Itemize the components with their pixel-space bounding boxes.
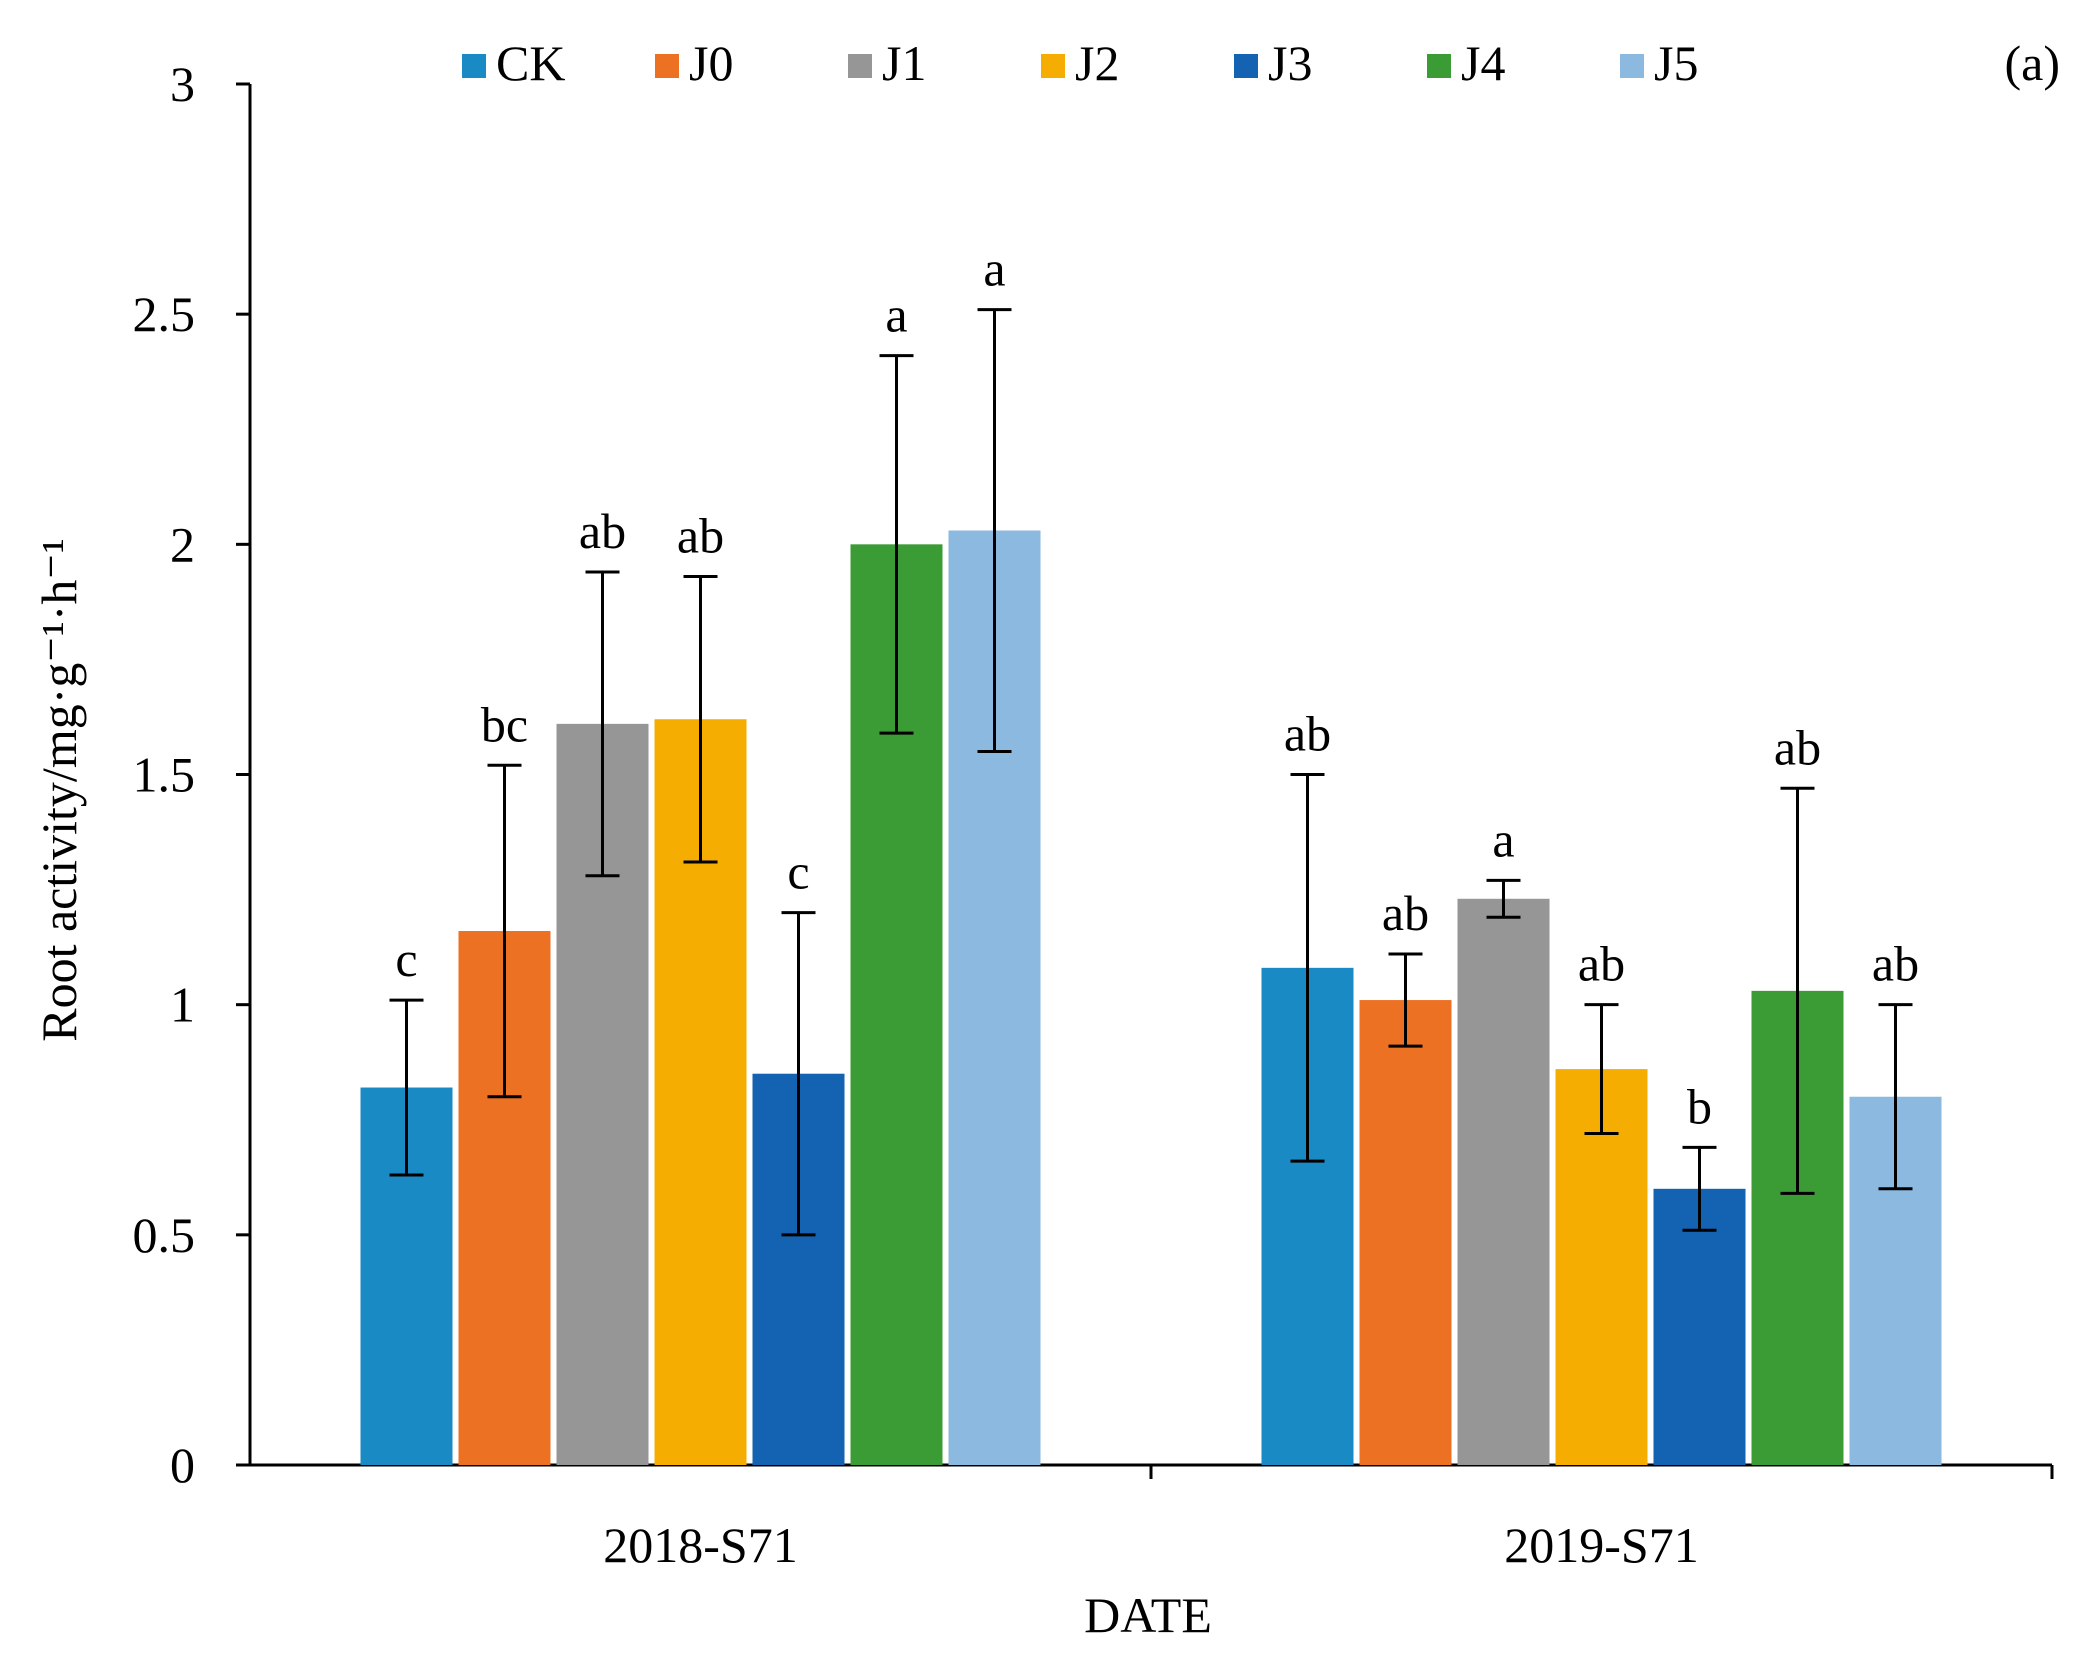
significance-letter: ab — [1872, 936, 1919, 992]
legend-swatch — [655, 54, 679, 78]
legend: CK J0 J1 J2 J3 J4 J5 — [462, 35, 1698, 91]
significance-letter: ab — [579, 503, 626, 559]
legend-label: J2 — [1075, 35, 1119, 91]
significance-letter: a — [885, 287, 907, 343]
significance-letter: ab — [1578, 936, 1625, 992]
significance-letter: c — [395, 931, 417, 987]
y-tick-label: 2.5 — [133, 286, 196, 342]
significance-letter: ab — [1774, 719, 1821, 775]
bars — [360, 530, 1942, 1465]
legend-label: J1 — [882, 35, 926, 91]
legend-swatch — [1234, 54, 1258, 78]
legend-swatch — [1427, 54, 1451, 78]
legend-swatch — [848, 54, 872, 78]
significance-letter: ab — [677, 508, 724, 564]
panel-label: (a) — [2005, 35, 2061, 91]
significance-letter: c — [787, 844, 809, 900]
y-axis-title: Root activity/mg·g⁻¹·h⁻¹ — [31, 538, 87, 1042]
y-tick-label: 0 — [170, 1437, 195, 1493]
legend-swatch — [1041, 54, 1065, 78]
legend-label: J0 — [689, 35, 733, 91]
significance-letter: a — [983, 241, 1005, 297]
y-tick-label: 0.5 — [133, 1207, 196, 1263]
bar — [1555, 1069, 1648, 1465]
significance-letter: b — [1687, 1078, 1712, 1134]
significance-letter: a — [1492, 811, 1514, 867]
y-tick-label: 1.5 — [133, 747, 196, 803]
axes: 0 0.5 1 1.5 2 2.5 3 2018-S71 2019-S71 — [133, 56, 2054, 1573]
significance-letter: ab — [1382, 885, 1429, 941]
x-tick-label: 2019-S71 — [1504, 1517, 1698, 1573]
bar — [1457, 898, 1550, 1465]
x-tick-label: 2018-S71 — [603, 1517, 797, 1573]
significance-letter: bc — [481, 696, 528, 752]
legend-label: CK — [496, 35, 565, 91]
y-tick-label: 1 — [170, 977, 195, 1033]
bar — [1359, 1000, 1452, 1465]
significance-letter: ab — [1284, 706, 1331, 762]
legend-label: J3 — [1268, 35, 1312, 91]
bar — [1653, 1188, 1746, 1465]
legend-swatch — [462, 54, 486, 78]
legend-label: J4 — [1461, 35, 1505, 91]
x-axis-title: DATE — [1084, 1587, 1212, 1643]
error-bars — [389, 308, 1913, 1237]
legend-label: J5 — [1654, 35, 1698, 91]
legend-swatch — [1620, 54, 1644, 78]
y-tick-label: 2 — [170, 516, 195, 572]
y-tick-label: 3 — [170, 56, 195, 112]
